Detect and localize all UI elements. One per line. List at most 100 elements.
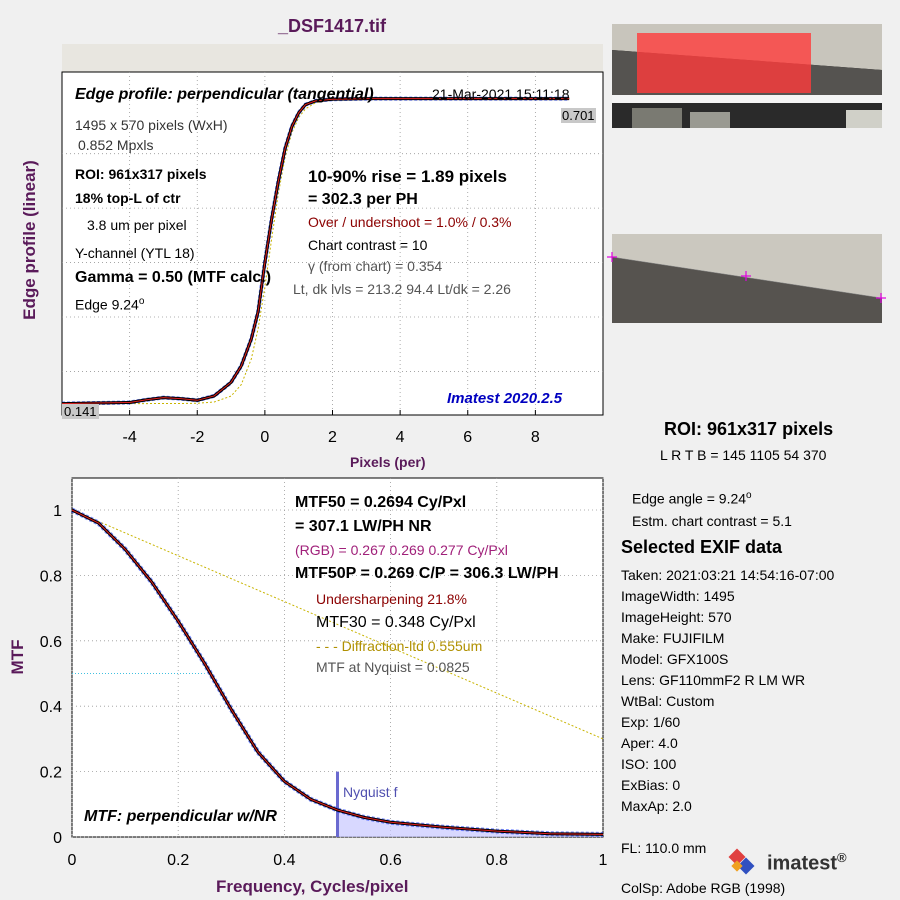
roi-lrtb: L R T B = 145 1105 54 370: [660, 447, 827, 463]
exif-item: Exp: 1/60: [621, 714, 681, 730]
roi-thumbnail: [612, 24, 882, 128]
mtf-curves: [70, 507, 604, 837]
mtf50-lw: = 307.1 LW/PH NR: [295, 518, 432, 535]
crop-markers: [607, 252, 886, 303]
edge-pixel-pitch: 3.8 um per pixel: [87, 217, 187, 233]
edge-x-ticks: -4 -2 0 2 4 6 8: [123, 429, 540, 446]
roi-highlight: [637, 33, 811, 93]
logo-registered: ®: [837, 850, 847, 865]
edge-x-tick-label: -4: [123, 429, 137, 446]
edge-roi: ROI: 961x317 pixels: [75, 166, 207, 182]
edge-title: Edge profile: perpendicular (tangential): [75, 86, 374, 103]
file-title: _DSF1417.tif: [277, 16, 387, 36]
crop-edge-line: [611, 256, 883, 299]
logo-mark: [728, 848, 755, 875]
edge-overshoot: Over / undershoot = 1.0% / 0.3%: [308, 214, 512, 230]
mtf30: MTF30 = 0.348 Cy/Pxl: [316, 614, 476, 631]
edge-angle-degree: o: [138, 296, 145, 307]
edge-gamma-chart: γ (from chart) = 0.354: [308, 258, 443, 274]
exif-fl: FL: 110.0 mm: [621, 840, 707, 856]
edge-bottom-value: 0.141: [62, 404, 99, 419]
crop-light: [612, 234, 882, 298]
edge-location: 18% top-L of ctr: [75, 190, 181, 206]
edge-top-value: 0.701: [561, 108, 596, 123]
edge-grid: [62, 72, 603, 415]
edge-x-tick-label: -2: [190, 429, 204, 446]
exif-item: WtBal: Custom: [621, 693, 715, 709]
edge-x-tick-label: 2: [328, 429, 337, 446]
exif-item: Taken: 2021:03:21 14:54:16-07:00: [621, 567, 835, 583]
mtf-y-tick-label: 0.2: [40, 765, 62, 782]
mtf-x-tick-label: 0.6: [379, 852, 401, 869]
logo-text: imatest®: [767, 850, 847, 876]
estm-contrast: Estm. chart contrast = 5.1: [632, 513, 792, 529]
exif-item: Aper: 4.0: [621, 735, 678, 751]
mtf-ticks: 0 0.2 0.4 0.6 0.8 1 0 0.2 0.4 0.6 0.8 1: [40, 503, 608, 869]
edge-x-label: Pixels (per): [350, 454, 426, 470]
mtf-red-curve: [71, 509, 604, 835]
edge-angle-label: Edge 9.24o: [75, 296, 144, 313]
edge-contrast: Chart contrast = 10: [308, 237, 428, 253]
edge-rise: 10-90% rise = 1.89 pixels: [308, 167, 507, 186]
mtf-x-tick-label: 0.2: [167, 852, 189, 869]
exif-item: Model: GFX100S: [621, 651, 729, 667]
mtf-x-label: Frequency, Cycles/pixel: [216, 877, 409, 896]
mtf-y-tick-label: 0.8: [40, 568, 62, 585]
exif-item: ImageWidth: 1495: [621, 588, 735, 604]
edge-curves: [61, 96, 570, 406]
mtf-plot: 0 0.2 0.4 0.6 0.8 1 0 0.2 0.4 0.6 0.8 1: [40, 477, 608, 869]
thumb-patch-3: [846, 110, 882, 128]
mtf-y-tick-label: 0: [53, 830, 62, 847]
mtf-nyquist-label: Nyquist f: [343, 784, 398, 800]
mtf-y-tick-label: 0.4: [40, 699, 62, 716]
exif-item: Make: FUJIFILM: [621, 630, 725, 646]
mtf-x-tick-label: 0.4: [273, 852, 295, 869]
logo-word: imatest: [767, 852, 838, 875]
mtf-y-tick-label: 1: [53, 503, 62, 520]
thumb-patch-1: [632, 108, 682, 128]
thumb-white-band: [612, 95, 882, 103]
mtf-grid: [71, 478, 604, 838]
exif-item: ImageHeight: 570: [621, 609, 732, 625]
exif-item: Lens: GF110mmF2 R LM WR: [621, 672, 806, 688]
exif-title: Selected EXIF data: [621, 537, 783, 557]
edge-x-tick-label: 6: [463, 429, 472, 446]
edge-angle-text: Edge 9.24: [75, 296, 139, 313]
edge-plot-area: [61, 71, 604, 416]
mtf-undersharp: Undersharpening 21.8%: [316, 591, 467, 607]
edge-per-ph: = 302.3 per PH: [308, 191, 418, 208]
exif-colsp: ColSp: Adobe RGB (1998): [621, 880, 786, 896]
edge-size: 1495 x 570 pixels (WxH): [75, 117, 228, 133]
nyquist-fill: [337, 810, 603, 837]
mtf-y-label: MTF: [8, 639, 27, 675]
exif-item: ExBias: 0: [621, 777, 681, 793]
edge-x-tick-label: 4: [396, 429, 405, 446]
mtf50p: MTF50P = 0.269 C/P = 306.3 LW/PH: [295, 565, 559, 582]
edge-mpxls: 0.852 Mpxls: [78, 137, 154, 153]
roi-title: ROI: 961x317 pixels: [664, 419, 834, 439]
mtf50: MTF50 = 0.2694 Cy/Pxl: [295, 494, 467, 511]
mtf-rgb: (RGB) = 0.267 0.269 0.277 Cy/Pxl: [295, 542, 508, 558]
edge-date: 21-Mar-2021 15:11:18: [432, 86, 570, 102]
edge-y-label: Edge profile (linear): [20, 160, 39, 320]
exif-item: ISO: 100: [621, 756, 677, 772]
exif-list: Taken: 2021:03:21 14:54:16-07:00 ImageWid…: [621, 565, 834, 817]
mtf-y-tick-label: 0.6: [40, 634, 62, 651]
edge-angle-info: Edge angle = 9.24o: [632, 490, 752, 507]
mtf-diffraction: - - - Diffraction-ltd 0.555um: [316, 638, 483, 654]
mtf-bottom-label: MTF: perpendicular w/NR: [84, 808, 277, 825]
edge-x-tick-label: 0: [260, 429, 269, 446]
edge-angle-info-text: Edge angle = 9.24: [632, 490, 747, 507]
edge-plot: -4 -2 0 2 4 6 8: [61, 44, 604, 446]
edge-strip-top: [62, 44, 603, 72]
edge-levels: Lt, dk lvls = 213.2 94.4 Lt/dk = 2.26: [293, 281, 511, 297]
edge-red-curve: [61, 98, 570, 405]
mtf-diffraction-line: [71, 509, 604, 740]
thumb-patch-2: [690, 112, 730, 128]
edge-gamma: Gamma = 0.50 (MTF calc.): [75, 269, 272, 286]
mtf-x-tick-label: 0: [68, 852, 77, 869]
edge-x-tick-label: 8: [531, 429, 540, 446]
edge-crop-thumbnail: [607, 234, 886, 323]
edge-channel: Y-channel (YTL 18): [75, 245, 195, 261]
